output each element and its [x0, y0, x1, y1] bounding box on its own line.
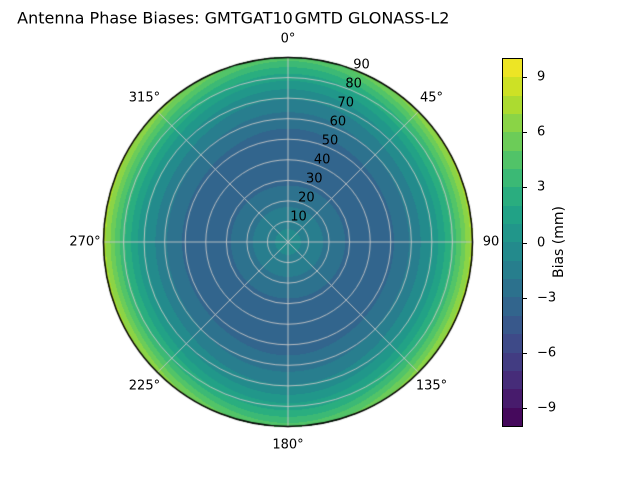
plot-title-right: GMTD GLONASS-L2	[294, 8, 450, 28]
colorbar-segment	[503, 370, 522, 390]
colorbar-tick-label: 0	[537, 235, 546, 250]
colorbar-tick-label: 6	[537, 124, 546, 140]
colorbar-segment	[503, 297, 522, 316]
radial-tick-label: 80	[345, 76, 362, 92]
polar-bias-heatmap	[102, 56, 474, 428]
colorbar-tick-label: 3	[537, 179, 546, 195]
colorbar-tick-mark	[523, 132, 527, 134]
colorbar-segment	[503, 77, 522, 96]
colorbar-tick-label: −9	[537, 400, 557, 416]
colorbar-segment	[503, 242, 522, 261]
colorbar-segment	[503, 279, 522, 298]
angular-tick-label: 180°	[272, 437, 304, 453]
radial-tick-label: 90	[353, 57, 370, 73]
angular-tick-label: 270°	[69, 234, 101, 250]
radial-tick-label: 60	[329, 114, 347, 130]
colorbar-segment	[503, 389, 522, 408]
colorbar-segment	[503, 205, 522, 225]
colorbar-tick-label: −6	[537, 345, 557, 361]
colorbar-segment	[503, 352, 522, 371]
radial-tick-label: 40	[313, 152, 331, 168]
angular-tick-label: 315°	[128, 90, 161, 106]
colorbar-segment	[503, 187, 522, 206]
colorbar-tick-mark	[523, 352, 527, 354]
colorbar-segment	[503, 315, 522, 335]
plot-title-left: Antenna Phase Biases: GMTGAT10	[17, 8, 293, 28]
colorbar-segment	[503, 334, 522, 353]
colorbar-segment	[503, 260, 522, 280]
colorbar	[502, 58, 523, 427]
colorbar-tick-label: −3	[537, 290, 557, 306]
colorbar-tick-mark	[523, 77, 527, 79]
colorbar-axis-label: Bias (mm)	[551, 205, 567, 278]
radial-tick-label: 30	[305, 171, 323, 187]
colorbar-tick-label: 9	[537, 69, 546, 85]
radial-tick-label: 10	[290, 209, 307, 225]
colorbar-segment	[503, 407, 522, 426]
colorbar-segment	[503, 150, 522, 170]
colorbar-segment	[503, 95, 522, 115]
radial-tick-label: 50	[321, 133, 339, 149]
colorbar-tick-mark	[523, 242, 527, 244]
radial-tick-label: 20	[298, 190, 315, 206]
angular-tick-label: 225°	[128, 378, 161, 394]
colorbar-segment	[503, 114, 522, 133]
colorbar-segment	[503, 132, 522, 151]
angular-tick-label: 135°	[415, 378, 448, 394]
colorbar-tick-mark	[523, 407, 527, 409]
angular-tick-label: 45°	[420, 90, 444, 106]
colorbar-segment	[503, 59, 522, 78]
angular-tick-label: 0°	[280, 31, 296, 47]
colorbar-tick-mark	[523, 297, 527, 299]
colorbar-tick-mark	[523, 187, 527, 189]
angular-tick-label: 90	[482, 234, 500, 250]
radial-tick-label: 70	[337, 95, 355, 111]
colorbar-segment	[503, 224, 522, 243]
colorbar-segment	[503, 169, 522, 188]
